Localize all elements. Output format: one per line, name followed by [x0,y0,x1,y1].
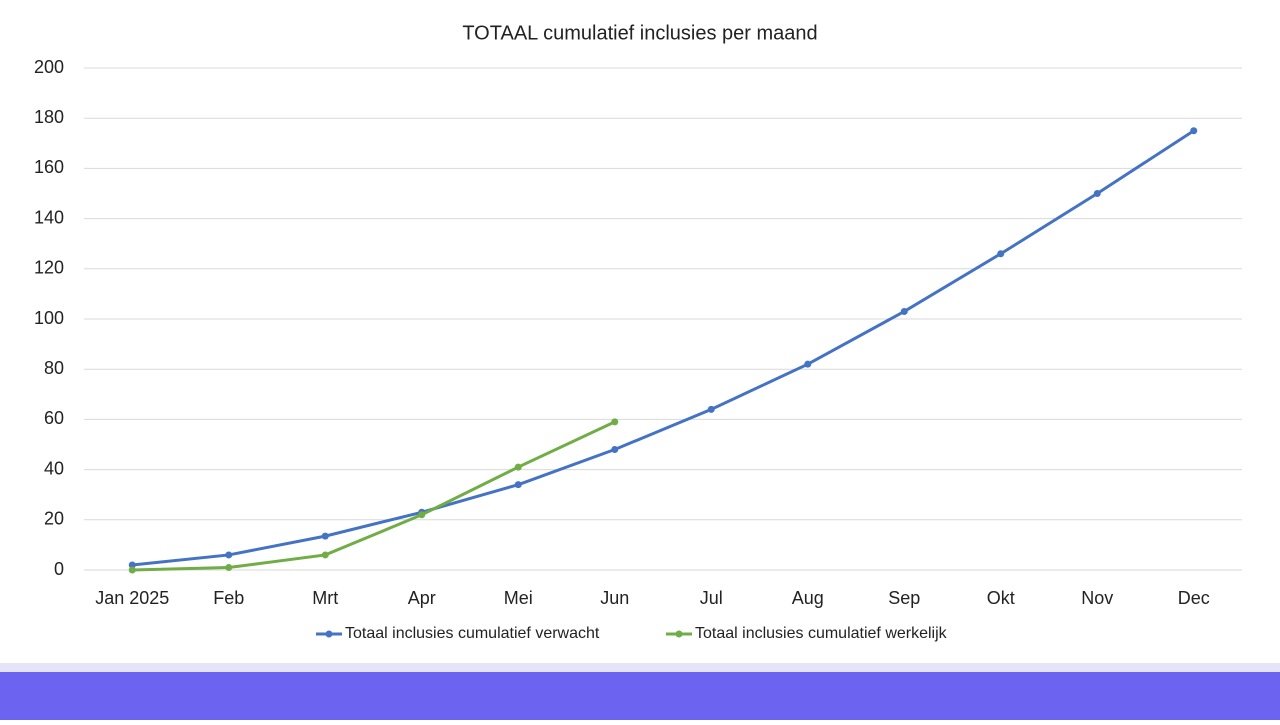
x-tick-label: Sep [888,588,920,608]
x-tick-label: Aug [792,588,824,608]
x-tick-label: Jun [600,588,629,608]
data-point [128,561,136,569]
y-tick-label: 100 [34,308,64,328]
data-point [804,360,812,368]
x-tick-label: Mei [504,588,533,608]
y-tick-label: 160 [34,157,64,177]
y-tick-label: 120 [34,258,64,278]
y-tick-label: 180 [34,107,64,127]
data-point [514,481,522,489]
data-point [1190,127,1198,135]
y-tick-label: 60 [44,408,64,428]
y-tick-label: 80 [44,358,64,378]
data-point [321,532,329,540]
y-tick-label: 40 [44,458,64,478]
y-tick-label: 0 [54,559,64,579]
legend-label: Totaal inclusies cumulatief werkelijk [695,625,948,642]
y-tick-label: 140 [34,207,64,227]
data-point [900,307,908,315]
x-tick-label: Nov [1081,588,1113,608]
y-tick-label: 200 [34,57,64,77]
data-point [225,551,233,559]
x-tick-label: Okt [987,588,1015,608]
legend-label: Totaal inclusies cumulatief verwacht [345,625,600,642]
data-point [611,446,619,454]
x-tick-label: Jul [700,588,723,608]
chart-title: TOTAAL cumulatief inclusies per maand [462,22,817,44]
data-point [514,463,522,471]
data-point [225,563,233,571]
y-tick-label: 20 [44,509,64,529]
data-point [1093,190,1101,197]
series-line [132,129,1195,567]
x-tick-label: Mrt [312,588,338,608]
footer-stripe [0,663,1280,672]
data-point [707,405,715,413]
footer-bar [0,672,1280,720]
x-tick-label: Apr [408,588,436,608]
x-tick-label: Feb [213,588,244,608]
data-point [997,250,1005,258]
data-point [128,566,136,574]
data-point [611,418,619,426]
legend-marker [325,630,333,638]
data-point [418,511,426,519]
data-point [321,551,329,559]
x-tick-label: Dec [1178,588,1210,608]
legend-marker [675,630,683,638]
series-line [132,420,616,572]
x-tick-label: Jan 2025 [95,588,169,608]
